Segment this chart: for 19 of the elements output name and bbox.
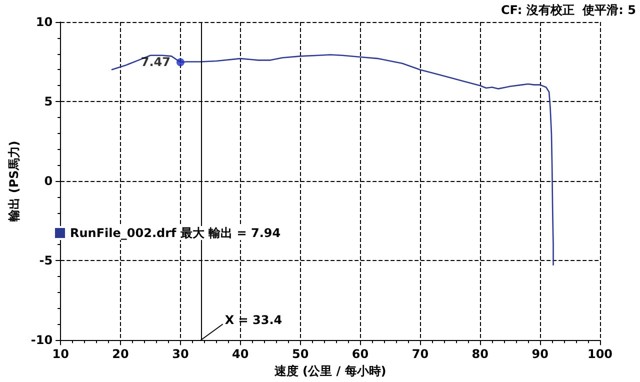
x-tick-label: 70 bbox=[412, 347, 429, 362]
x-axis-title: 速度 (公里 / 每小時) bbox=[273, 364, 386, 378]
legend-label: RunFile_002.drf 最大 輸出 = 7.94 bbox=[70, 226, 281, 240]
x-tick-label: 100 bbox=[587, 347, 613, 362]
y-tick-label: -10 bbox=[30, 333, 53, 348]
x-tick-label: 50 bbox=[292, 347, 309, 362]
x-tick-label: 80 bbox=[472, 347, 488, 362]
x-tick-label: 60 bbox=[352, 347, 369, 362]
y-tick-label: 0 bbox=[44, 174, 53, 188]
x-tick-label: 30 bbox=[172, 347, 189, 362]
x-tick-label: 40 bbox=[232, 347, 249, 362]
y-tick-label: -5 bbox=[39, 254, 53, 268]
y-tick-label: 10 bbox=[36, 15, 53, 29]
y-tick-label: 5 bbox=[44, 94, 53, 109]
x-tick-label: 20 bbox=[112, 347, 129, 362]
y-axis-title: 輸出 (PS馬力) bbox=[7, 140, 21, 222]
x-tick-label: 90 bbox=[532, 347, 548, 362]
text: CF: 沒有校正 使平滑: 5 bbox=[500, 3, 636, 17]
data-label: 7.47 bbox=[140, 55, 170, 70]
